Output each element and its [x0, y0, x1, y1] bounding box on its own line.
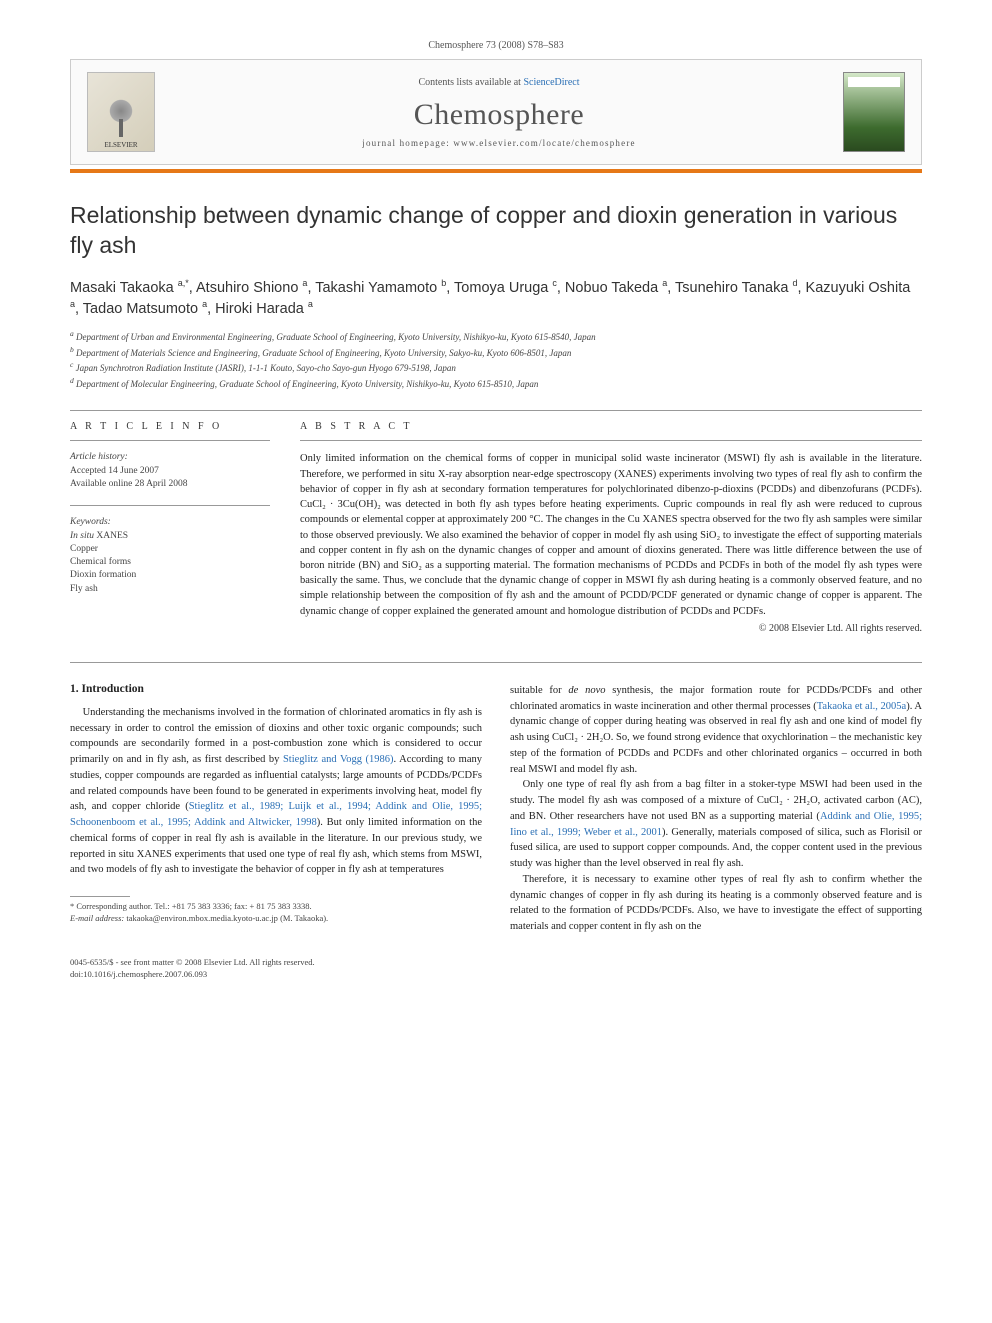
info-abstract-row: A R T I C L E I N F O Article history: A… [70, 421, 922, 633]
keywords-block: Keywords: In situ XANESCopperChemical fo… [70, 516, 270, 596]
body-column-left: 1. Introduction Understanding the mechan… [70, 683, 482, 935]
page: Chemosphere 73 (2008) S78–S83 ELSEVIER C… [0, 0, 992, 1021]
footer-front-matter: 0045-6535/$ - see front matter © 2008 El… [70, 957, 922, 969]
affiliation-item: b Department of Materials Science and En… [70, 345, 922, 360]
keywords-list: In situ XANESCopperChemical formsDioxin … [70, 530, 270, 596]
article-info-heading: A R T I C L E I N F O [70, 421, 270, 432]
keyword-item: Fly ash [70, 583, 270, 596]
footnote-rule [70, 896, 130, 897]
divider [70, 410, 922, 411]
footnote-email-line: E-mail address: takaoka@environ.mbox.med… [70, 913, 482, 925]
divider [70, 440, 270, 441]
body-columns: 1. Introduction Understanding the mechan… [70, 683, 922, 935]
keyword-item: Dioxin formation [70, 569, 270, 582]
body-text-right: suitable for de novo synthesis, the majo… [510, 683, 922, 935]
affiliation-list: a Department of Urban and Environmental … [70, 329, 922, 390]
abstract-heading: A B S T R A C T [300, 421, 922, 432]
keyword-item: Chemical forms [70, 556, 270, 569]
corresponding-author-footnote: * Corresponding author. Tel.: +81 75 383… [70, 901, 482, 925]
article-title: Relationship between dynamic change of c… [70, 201, 922, 261]
paragraph: suitable for de novo synthesis, the majo… [510, 683, 922, 778]
email-label: E-mail address: [70, 913, 124, 923]
article-history-block: Article history: Accepted 14 June 2007 A… [70, 451, 270, 491]
body-column-right: suitable for de novo synthesis, the majo… [510, 683, 922, 935]
keyword-item: In situ XANES [70, 530, 270, 543]
publisher-logo: ELSEVIER [87, 72, 155, 152]
paragraph: Understanding the mechanisms involved in… [70, 705, 482, 878]
publisher-logo-label: ELSEVIER [104, 141, 137, 149]
keyword-item: Copper [70, 543, 270, 556]
author-list: Masaki Takaoka a,*, Atsuhiro Shiono a, T… [70, 277, 922, 319]
body-text-left: Understanding the mechanisms involved in… [70, 705, 482, 878]
journal-name: Chemosphere [171, 98, 827, 132]
journal-homepage: journal homepage: www.elsevier.com/locat… [171, 138, 827, 148]
abstract-text: Only limited information on the chemical… [300, 451, 922, 618]
affiliation-item: c Japan Synchrotron Radiation Institute … [70, 360, 922, 375]
history-label: Article history: [70, 451, 270, 464]
section-heading-introduction: 1. Introduction [70, 683, 482, 695]
accepted-date: Accepted 14 June 2007 [70, 465, 270, 478]
affiliation-item: d Department of Molecular Engineering, G… [70, 376, 922, 391]
citation-line: Chemosphere 73 (2008) S78–S83 [70, 40, 922, 51]
footnote-tel: * Corresponding author. Tel.: +81 75 383… [70, 901, 482, 913]
email-link[interactable]: takaoka@environ.mbox.media.kyoto-u.ac.jp [126, 913, 278, 923]
contents-prefix: Contents lists available at [418, 77, 523, 88]
header-center: Contents lists available at ScienceDirec… [171, 77, 827, 148]
accent-bar [70, 169, 922, 173]
online-date: Available online 28 April 2008 [70, 478, 270, 491]
elsevier-tree-icon [101, 91, 141, 141]
divider [70, 662, 922, 663]
divider [300, 440, 922, 441]
page-footer: 0045-6535/$ - see front matter © 2008 El… [70, 957, 922, 981]
paragraph: Therefore, it is necessary to examine ot… [510, 872, 922, 935]
article-info-column: A R T I C L E I N F O Article history: A… [70, 421, 270, 633]
keywords-label: Keywords: [70, 516, 270, 529]
abstract-copyright: © 2008 Elsevier Ltd. All rights reserved… [300, 623, 922, 634]
abstract-column: A B S T R A C T Only limited information… [300, 421, 922, 633]
footer-doi: doi:10.1016/j.chemosphere.2007.06.093 [70, 969, 922, 981]
email-suffix: (M. Takaoka). [280, 913, 328, 923]
divider [70, 505, 270, 506]
paragraph: Only one type of real fly ash from a bag… [510, 777, 922, 872]
affiliation-item: a Department of Urban and Environmental … [70, 329, 922, 344]
journal-header: ELSEVIER Contents lists available at Sci… [70, 59, 922, 165]
contents-available-line: Contents lists available at ScienceDirec… [171, 77, 827, 88]
sciencedirect-link[interactable]: ScienceDirect [523, 77, 579, 88]
journal-cover-thumbnail [843, 72, 905, 152]
